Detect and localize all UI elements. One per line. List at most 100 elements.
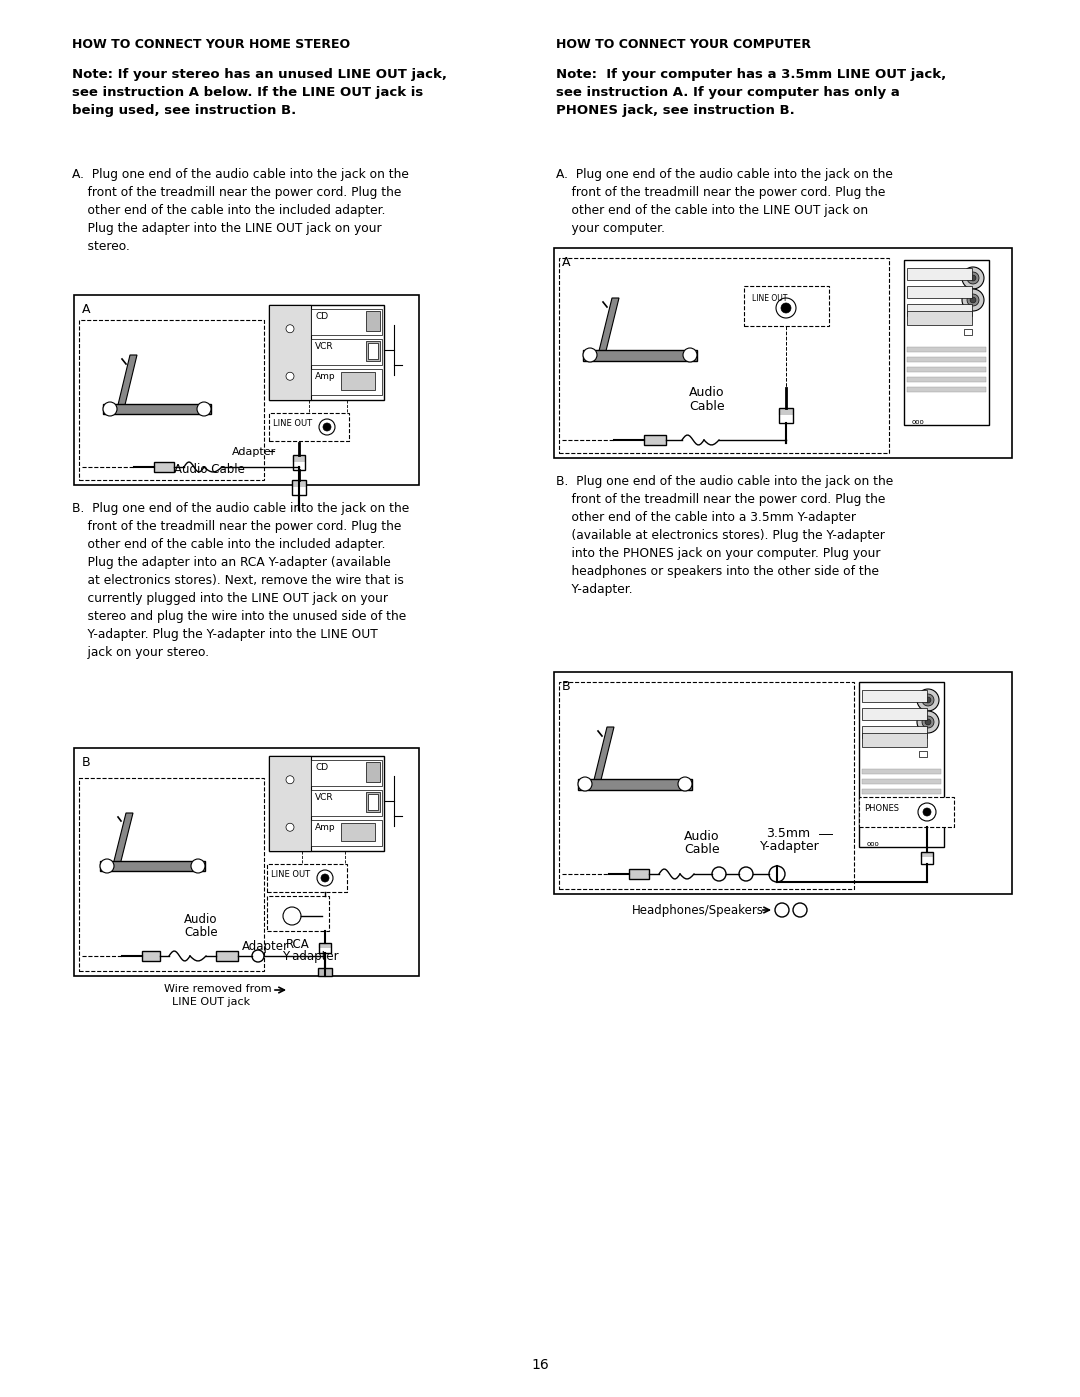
Text: VCR: VCR: [315, 793, 334, 802]
Circle shape: [924, 697, 931, 703]
Circle shape: [922, 694, 934, 705]
Bar: [269, 305, 384, 400]
Bar: [341, 823, 375, 841]
Text: Cable: Cable: [689, 400, 725, 414]
Circle shape: [922, 717, 934, 728]
Bar: [154, 462, 174, 472]
Text: Audio Cable: Audio Cable: [174, 462, 245, 476]
Bar: [862, 726, 927, 738]
Text: Y-adapter: Y-adapter: [760, 840, 820, 854]
Text: RCA: RCA: [286, 937, 310, 951]
Text: Note:  If your computer has a 3.5mm LINE OUT jack,
see instruction A. If your co: Note: If your computer has a 3.5mm LINE …: [556, 68, 946, 117]
Bar: [269, 414, 349, 441]
Text: 3.5mm: 3.5mm: [766, 827, 810, 840]
Text: Cable: Cable: [184, 926, 218, 939]
Text: A: A: [562, 256, 570, 270]
Text: Audio: Audio: [689, 386, 725, 400]
Circle shape: [283, 907, 301, 925]
Polygon shape: [117, 355, 137, 409]
Circle shape: [967, 293, 978, 306]
Bar: [907, 305, 972, 316]
Bar: [366, 792, 380, 812]
Bar: [907, 312, 972, 326]
Bar: [79, 320, 264, 481]
Circle shape: [793, 902, 807, 916]
Text: LINE OUT: LINE OUT: [271, 870, 310, 879]
Bar: [366, 341, 380, 360]
Bar: [100, 861, 205, 870]
Bar: [583, 351, 697, 360]
Text: LINE OUT jack: LINE OUT jack: [172, 997, 251, 1007]
Bar: [779, 408, 793, 423]
Text: ooo: ooo: [867, 841, 880, 847]
Bar: [311, 789, 382, 816]
Text: CD: CD: [315, 763, 328, 773]
Bar: [578, 780, 692, 789]
Circle shape: [970, 275, 976, 281]
Bar: [559, 682, 854, 888]
Bar: [75, 295, 419, 485]
Bar: [79, 778, 264, 971]
Text: Amp: Amp: [315, 823, 336, 833]
Bar: [862, 733, 927, 747]
Text: LINE OUT: LINE OUT: [752, 293, 787, 303]
Text: Cable: Cable: [684, 842, 719, 856]
Text: Audio: Audio: [184, 914, 217, 926]
Bar: [904, 260, 989, 425]
Circle shape: [917, 689, 939, 711]
Text: A.  Plug one end of the audio cable into the jack on the
    front of the treadm: A. Plug one end of the audio cable into …: [72, 168, 409, 253]
Bar: [862, 780, 941, 784]
Bar: [269, 305, 311, 400]
Text: LINE OUT: LINE OUT: [273, 419, 312, 427]
Bar: [907, 377, 986, 381]
Bar: [919, 752, 927, 757]
Text: B.  Plug one end of the audio cable into the jack on the
    front of the treadm: B. Plug one end of the audio cable into …: [556, 475, 893, 597]
Bar: [907, 268, 972, 279]
Text: Adapter: Adapter: [242, 940, 289, 953]
Circle shape: [318, 870, 333, 886]
Circle shape: [917, 711, 939, 733]
Bar: [964, 330, 972, 335]
Bar: [319, 943, 330, 953]
Text: A.  Plug one end of the audio cable into the jack on the
    front of the treadm: A. Plug one end of the audio cable into …: [556, 168, 893, 235]
Circle shape: [769, 866, 785, 882]
Bar: [862, 799, 941, 805]
Circle shape: [970, 298, 976, 303]
Bar: [862, 708, 927, 719]
Bar: [311, 760, 382, 787]
Bar: [292, 481, 306, 495]
Circle shape: [319, 419, 335, 434]
Text: Amp: Amp: [315, 372, 336, 381]
Bar: [75, 747, 419, 977]
Circle shape: [781, 303, 791, 313]
Text: B.  Plug one end of the audio cable into the jack on the
    front of the treadm: B. Plug one end of the audio cable into …: [72, 502, 409, 659]
Text: B: B: [562, 680, 570, 693]
Text: ooo: ooo: [912, 419, 924, 425]
Circle shape: [924, 719, 931, 725]
Circle shape: [967, 272, 978, 284]
Polygon shape: [593, 726, 615, 784]
Circle shape: [323, 423, 330, 432]
Bar: [293, 455, 305, 469]
Bar: [366, 312, 380, 331]
Circle shape: [321, 875, 329, 882]
Circle shape: [103, 402, 117, 416]
Circle shape: [583, 348, 597, 362]
Polygon shape: [598, 298, 619, 355]
Bar: [862, 809, 941, 814]
Bar: [907, 367, 986, 372]
Bar: [744, 286, 829, 326]
Circle shape: [191, 859, 205, 873]
Bar: [311, 820, 382, 847]
Bar: [368, 793, 378, 810]
Text: A: A: [82, 303, 91, 316]
Bar: [907, 286, 972, 298]
Circle shape: [923, 807, 931, 816]
Bar: [368, 344, 378, 359]
Circle shape: [678, 777, 692, 791]
Text: PHONES: PHONES: [864, 805, 899, 813]
Circle shape: [775, 902, 789, 916]
Circle shape: [197, 402, 211, 416]
Circle shape: [252, 950, 264, 963]
Bar: [862, 768, 941, 774]
